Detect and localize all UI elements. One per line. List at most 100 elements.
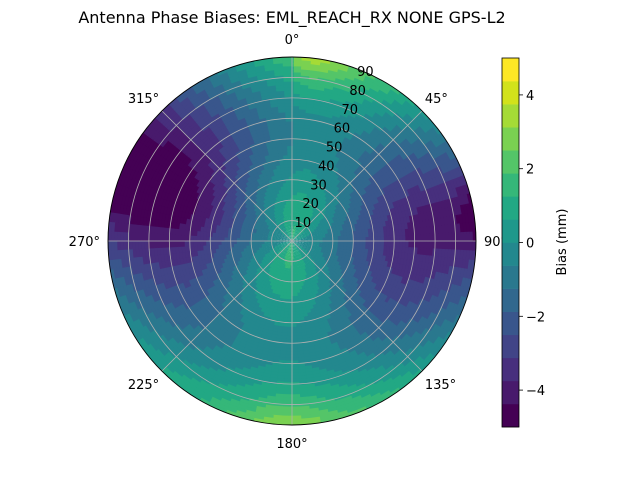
- contour-cell: [303, 236, 308, 239]
- contour-cell: [337, 235, 342, 240]
- contour-cell: [288, 249, 291, 254]
- contour-cell: [328, 192, 335, 199]
- contour-cell: [297, 238, 302, 240]
- contour-cell: [266, 241, 271, 244]
- contour-cell: [285, 238, 290, 241]
- contour-cell: [293, 235, 297, 239]
- contour-cell: [292, 175, 297, 180]
- contour-cell: [290, 250, 292, 255]
- contour-cell: [288, 243, 291, 248]
- contour-cell: [333, 197, 339, 203]
- contour-cell: [254, 238, 259, 241]
- contour-cell: [260, 239, 265, 241]
- contour-cell: [282, 236, 287, 239]
- contour-cell: [294, 252, 297, 257]
- contour-cell: [275, 241, 280, 243]
- contour-cell: [337, 243, 342, 247]
- contour-cell: [353, 241, 358, 246]
- contour-cell: [285, 292, 290, 297]
- contour-cell: [325, 241, 330, 244]
- contour-cell: [303, 242, 308, 245]
- contour-cell: [251, 242, 256, 246]
- contour-cell: [288, 231, 291, 236]
- contour-cell: [303, 243, 308, 246]
- contour-cell: [290, 234, 292, 239]
- contour-cell: [285, 241, 290, 244]
- contour-cell: [285, 241, 290, 243]
- contour-cell: [287, 228, 290, 233]
- contour-cell: [294, 237, 299, 240]
- contour-cell: [293, 243, 296, 248]
- contour-cell: [294, 241, 299, 243]
- contour-cell: [292, 243, 295, 248]
- contour-cell: [272, 237, 277, 240]
- contour-cell: [307, 242, 312, 245]
- contour-cell: [294, 188, 299, 193]
- contour-cell: [304, 242, 309, 244]
- contour-cell: [334, 241, 339, 244]
- contour-cell: [294, 191, 298, 196]
- contour-cell: [292, 209, 294, 214]
- contour-cell: [286, 236, 290, 240]
- contour-cell: [294, 231, 297, 236]
- contour-cell: [319, 241, 324, 243]
- contour-cell: [285, 242, 290, 244]
- contour-cell: [289, 243, 292, 248]
- contour-cell: [289, 228, 291, 233]
- contour-cell: [287, 222, 289, 227]
- contour-cell: [292, 188, 296, 193]
- contour-cell: [293, 246, 296, 251]
- contour-cell: [293, 277, 297, 282]
- contour-cell: [288, 296, 292, 301]
- contour-cell: [292, 243, 295, 248]
- contour-cell: [247, 281, 254, 288]
- contour-cell: [292, 247, 294, 251]
- contour-cell: [292, 184, 296, 189]
- contour-cell: [293, 243, 297, 247]
- contour-cell: [282, 242, 287, 244]
- contour-cell: [243, 198, 250, 205]
- contour-cell: [294, 225, 297, 230]
- contour-cell: [293, 265, 295, 270]
- contour-cell: [294, 238, 299, 241]
- contour-cell: [245, 279, 251, 285]
- contour-cell: [276, 237, 281, 240]
- contour-cell: [285, 241, 290, 243]
- contour-cell: [287, 194, 291, 199]
- contour-cell: [292, 234, 294, 239]
- contour-cell: [287, 225, 290, 230]
- contour-cell: [251, 238, 256, 241]
- contour-cell: [288, 234, 291, 239]
- contour-cell: [245, 242, 250, 246]
- chart-title: Antenna Phase Biases: EML_REACH_RX NONE …: [78, 8, 505, 28]
- contour-cell: [294, 228, 297, 233]
- contour-cell: [272, 241, 277, 244]
- contour-cell: [289, 231, 291, 236]
- contour-cell: [292, 227, 294, 232]
- contour-cell: [293, 271, 296, 276]
- contour-cell: [336, 275, 343, 281]
- contour-cell: [285, 242, 290, 245]
- contour-cell: [287, 200, 291, 205]
- contour-cell: [300, 243, 305, 246]
- contour-cell: [292, 234, 295, 239]
- contour-cell: [287, 243, 291, 247]
- contour-cell: [293, 224, 295, 229]
- contour-cell: [298, 239, 302, 241]
- contour-cell: [337, 241, 342, 245]
- contour-cell: [288, 228, 291, 233]
- contour-cell: [328, 236, 333, 240]
- contour-cell: [300, 236, 305, 239]
- contour-cell: [239, 243, 244, 247]
- contour-cell: [304, 241, 309, 243]
- contour-cell: [294, 249, 297, 254]
- contour-cell: [287, 246, 290, 251]
- contour-cell: [285, 241, 289, 243]
- contour-cell: [289, 234, 292, 239]
- contour-cell: [286, 206, 290, 211]
- contour-cell: [303, 236, 308, 238]
- contour-cell: [294, 222, 297, 227]
- contour-cell: [239, 237, 244, 241]
- contour-cell: [285, 237, 290, 240]
- contour-cell: [276, 236, 281, 239]
